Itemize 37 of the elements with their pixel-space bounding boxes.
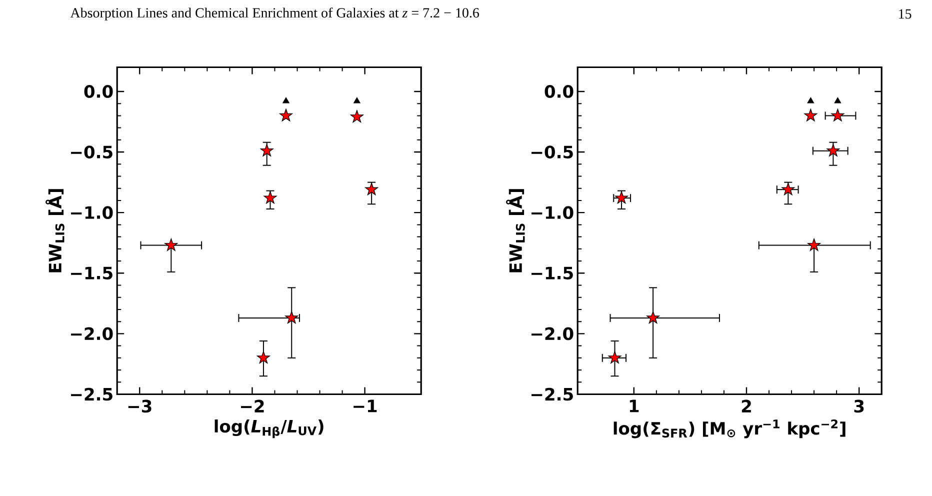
x-axis-title: log(L$_{Hβ}$/L$_{UV}$) bbox=[214, 419, 324, 438]
x-tick-label: 3 bbox=[854, 400, 864, 413]
point bbox=[804, 108, 818, 122]
y-tick-label: −1.5 bbox=[532, 266, 573, 280]
point bbox=[831, 108, 844, 122]
point bbox=[279, 108, 292, 122]
text: Absorption Lines and Chemical Enrichment of Galaxies at z = 7.2 − 10.6 bbox=[70, 8, 480, 20]
x-tick-label: 1 bbox=[630, 400, 639, 412]
point bbox=[350, 110, 364, 122]
y-tick-label: −2.5 bbox=[532, 388, 573, 401]
x-tick-label: −1 bbox=[354, 400, 377, 412]
y-tick-label: −1.0 bbox=[71, 206, 113, 220]
point bbox=[164, 238, 178, 251]
text: 15 bbox=[899, 9, 912, 19]
y-axis-title: EW$_{LIS}$ [Å] bbox=[46, 189, 64, 272]
point bbox=[834, 97, 842, 104]
point bbox=[808, 238, 821, 251]
y-tick-label: −0.5 bbox=[532, 146, 573, 158]
y-tick-label: −1.0 bbox=[532, 206, 574, 220]
y-tick-label: 0.0 bbox=[544, 85, 574, 98]
y-tick-label: −2.0 bbox=[71, 327, 113, 340]
point bbox=[608, 351, 622, 364]
y-axis-title: EW$_{LIS}$ [Å] bbox=[506, 189, 525, 272]
point bbox=[354, 97, 360, 104]
y-tick-label: −2.0 bbox=[532, 327, 574, 340]
point bbox=[256, 351, 270, 364]
point bbox=[282, 97, 290, 104]
x-tick-label: 2 bbox=[742, 400, 751, 412]
y-tick-label: −2.5 bbox=[71, 388, 112, 401]
x-tick-label: −2 bbox=[240, 400, 264, 412]
x-tick-label: −3 bbox=[128, 400, 152, 413]
point bbox=[807, 97, 814, 104]
y-tick-label: −0.5 bbox=[71, 146, 112, 158]
text: log(Σ$_{SFR}$) [M$_{⊙}$ yr$^{−1}$ kpc$^{−2}$] bbox=[614, 419, 846, 438]
point bbox=[646, 311, 660, 324]
y-tick-label: −1.5 bbox=[71, 266, 112, 280]
y-tick-label: 0.0 bbox=[84, 85, 113, 98]
